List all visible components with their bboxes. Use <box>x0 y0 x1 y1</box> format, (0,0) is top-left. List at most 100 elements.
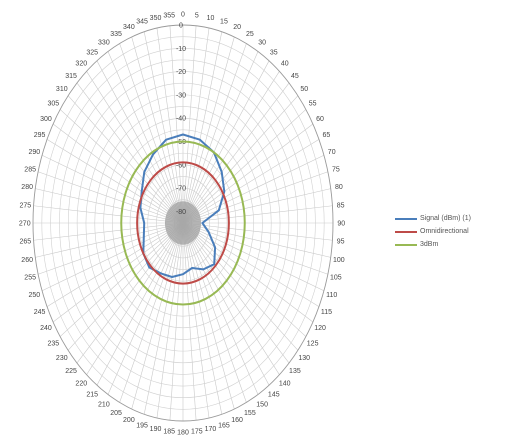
angle-label: 70 <box>328 149 336 156</box>
grid-spoke <box>107 51 184 224</box>
radial-tick-labels: 0-10-20-30-40-50-60-70-80 <box>176 23 186 216</box>
angle-label: 310 <box>56 86 68 93</box>
grid-spoke <box>41 155 184 224</box>
grid-spoke <box>182 222 331 258</box>
angle-label: 350 <box>150 15 162 22</box>
angle-label: 280 <box>21 184 33 191</box>
grid-spoke <box>182 60 270 224</box>
grid-spoke <box>182 222 259 395</box>
radial-tick-label: -70 <box>176 186 186 193</box>
angle-label: 140 <box>279 381 291 388</box>
angle-label: 305 <box>48 101 60 108</box>
grid-spoke <box>182 109 307 224</box>
grid-spoke <box>182 222 325 291</box>
grid-spoke <box>33 222 184 241</box>
angle-label: 245 <box>34 309 46 316</box>
angle-label: 345 <box>136 19 148 26</box>
grid-ring <box>129 152 237 294</box>
angle-label: 65 <box>323 132 331 139</box>
legend-label-3dbm: 3dBm <box>420 241 439 248</box>
angle-label: 85 <box>337 202 345 209</box>
angle-label: 275 <box>20 202 32 209</box>
legend-swatch-omnidirectional <box>395 230 417 233</box>
angle-label: 80 <box>335 184 343 191</box>
grid-spoke <box>76 222 184 364</box>
angle-label: 75 <box>332 166 340 173</box>
grid-spoke <box>182 222 320 307</box>
grid-spoke <box>182 71 280 224</box>
grid-spoke <box>182 205 333 224</box>
grid-spoke <box>52 222 184 323</box>
angle-label: 10 <box>207 15 215 22</box>
series-line-0 <box>139 133 226 278</box>
grid-spoke <box>131 222 184 410</box>
angle-label: 160 <box>231 417 243 424</box>
polar-grid <box>32 24 334 422</box>
angle-label: 125 <box>307 340 319 347</box>
angle-label: 55 <box>309 101 317 108</box>
grid-ring <box>32 24 334 422</box>
angle-label: 315 <box>65 73 77 80</box>
angle-label: 300 <box>40 116 52 123</box>
grid-spoke <box>59 109 184 224</box>
angle-label: 250 <box>28 292 40 299</box>
grid-spoke <box>182 222 247 403</box>
grid-spoke <box>96 60 184 224</box>
grid-spoke <box>35 222 184 258</box>
angle-label: 255 <box>24 275 36 282</box>
angle-label: 110 <box>326 292 337 299</box>
grid-spoke <box>86 222 184 375</box>
grid-spoke <box>46 222 184 307</box>
grid-spoke <box>119 222 184 403</box>
grid-spoke <box>182 25 197 224</box>
angle-label: 60 <box>316 116 324 123</box>
grid-ring <box>67 71 299 375</box>
angle-label: 185 <box>163 429 175 436</box>
grid-spoke <box>182 171 328 224</box>
grid-spoke <box>182 139 320 224</box>
angle-label: 155 <box>244 410 256 417</box>
grid-spoke <box>169 222 184 421</box>
angle-label: 40 <box>281 60 289 67</box>
angle-label: 295 <box>34 132 46 139</box>
angle-label: 190 <box>150 426 162 433</box>
angle-label: 145 <box>268 392 280 399</box>
radial-tick-label: -10 <box>176 46 186 53</box>
grid-spoke <box>156 27 184 224</box>
grid-ring <box>85 94 281 352</box>
angle-label: 230 <box>56 355 68 362</box>
angle-label: 130 <box>298 355 310 362</box>
grid-spoke <box>96 222 184 386</box>
angle-label: 200 <box>123 417 135 424</box>
grid-spoke <box>67 222 184 351</box>
angle-label: 285 <box>24 166 36 173</box>
radial-tick-label: 0 <box>179 23 183 30</box>
angle-label: 20 <box>233 24 241 31</box>
grid-spoke <box>182 43 247 224</box>
grid-spoke <box>182 82 290 224</box>
grid-spoke <box>182 95 299 224</box>
angle-label: 225 <box>65 368 77 375</box>
angle-label: 270 <box>19 221 31 228</box>
angle-label: 170 <box>205 426 217 433</box>
series-layer <box>120 133 246 306</box>
grid-spoke <box>52 123 184 224</box>
grid-spoke <box>182 222 290 364</box>
grid-spoke <box>169 25 184 224</box>
angle-label: 330 <box>98 40 110 47</box>
grid-ring <box>103 117 263 329</box>
angle-label: 150 <box>256 401 268 408</box>
grid-spoke <box>38 171 184 224</box>
legend-item-omnidirectional: Omnidirectional <box>395 225 471 238</box>
angle-label: 180 <box>177 429 189 436</box>
angle-label: 195 <box>136 422 148 429</box>
grid-ring <box>156 187 210 259</box>
angle-label: 120 <box>314 325 326 332</box>
grid-spoke <box>182 222 307 337</box>
angle-label: 235 <box>48 340 60 347</box>
angle-label: 35 <box>270 49 278 56</box>
series-line-2 <box>120 140 246 306</box>
radial-tick-label: -80 <box>176 209 186 216</box>
